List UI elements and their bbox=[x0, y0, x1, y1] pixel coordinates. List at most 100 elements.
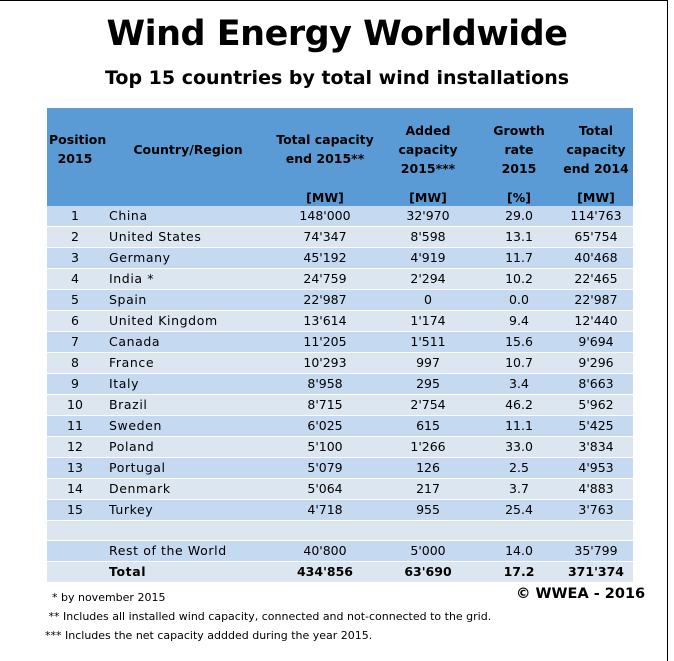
cell-position: 8 bbox=[47, 352, 103, 374]
header-position: Position 2015 bbox=[47, 108, 107, 190]
cell-capacity-2014: 371'374 bbox=[559, 561, 633, 583]
cell-country: United States bbox=[103, 226, 273, 248]
cell-capacity-2014: 22'465 bbox=[559, 268, 633, 290]
table-row: 13 Portugal 5'079 126 2.5 4'953 bbox=[47, 457, 633, 479]
cell-capacity-2014: 40'468 bbox=[559, 247, 633, 269]
cell-capacity-2015: 8'715 bbox=[273, 394, 377, 416]
cell-position: 4 bbox=[47, 268, 103, 290]
cell-country: China bbox=[103, 206, 273, 227]
header-country: Country/Region bbox=[103, 108, 273, 190]
cell-capacity-2014: 4'883 bbox=[559, 478, 633, 500]
cell-growth-rate: 46.2 bbox=[479, 394, 559, 416]
cell-country: Rest of the World bbox=[103, 540, 273, 562]
footnote: ** Includes all installed wind capacity,… bbox=[45, 610, 492, 623]
table-row: 11 Sweden 6'025 615 11.1 5'425 bbox=[47, 415, 633, 437]
cell-position bbox=[47, 561, 103, 583]
cell-position: 3 bbox=[47, 247, 103, 269]
page-title: Wind Energy Worldwide bbox=[106, 14, 568, 54]
unit-country bbox=[103, 190, 273, 206]
table-row: 6 United Kingdom 13'614 1'174 9.4 12'440 bbox=[47, 310, 633, 332]
cell-added-2015: 1'511 bbox=[377, 331, 479, 353]
cell-country: Sweden bbox=[103, 415, 273, 437]
cell-country: Brazil bbox=[103, 394, 273, 416]
footnote: *** Includes the net capacity addded dur… bbox=[45, 629, 373, 642]
cell-capacity-2015: 11'205 bbox=[273, 331, 377, 353]
cell-capacity-2014: 22'987 bbox=[559, 289, 633, 311]
cell-added-2015: 0 bbox=[377, 289, 479, 311]
table-row: 3 Germany 45'192 4'919 11.7 40'468 bbox=[47, 247, 633, 269]
cell-growth-rate bbox=[479, 520, 559, 541]
table-body: 1 China 148'000 32'970 29.0 114'763 2 United St… bbox=[47, 206, 633, 583]
cell-capacity-2015: 4'718 bbox=[273, 499, 377, 521]
header-text: 2015*** bbox=[400, 160, 456, 176]
footnote: * by november 2015 bbox=[45, 591, 166, 604]
cell-capacity-2014: 114'763 bbox=[559, 206, 633, 227]
cell-growth-rate: 13.1 bbox=[479, 226, 559, 248]
cell-position: 1 bbox=[47, 206, 103, 227]
cell-position: 9 bbox=[47, 373, 103, 395]
cell-country: Germany bbox=[103, 247, 273, 269]
cell-added-2015: 2'294 bbox=[377, 268, 479, 290]
cell-growth-rate: 10.2 bbox=[479, 268, 559, 290]
cell-country: Turkey bbox=[103, 499, 273, 521]
cell-capacity-2015: 8'958 bbox=[273, 373, 377, 395]
cell-capacity-2015: 434'856 bbox=[273, 561, 377, 583]
cell-capacity-2014 bbox=[559, 520, 633, 541]
cell-position: 15 bbox=[47, 499, 103, 521]
header-text: Position bbox=[49, 132, 107, 147]
header-added-2015: Added capacity 2015*** bbox=[377, 108, 479, 190]
cell-country: United Kingdom bbox=[103, 310, 273, 332]
table-row: 5 Spain 22'987 0 0.0 22'987 bbox=[47, 289, 633, 311]
cell-capacity-2015: 22'987 bbox=[273, 289, 377, 311]
cell-capacity-2015: 148'000 bbox=[273, 206, 377, 227]
cell-country: Italy bbox=[103, 373, 273, 395]
header-capacity-2014: Total capacity end 2014 bbox=[559, 108, 633, 190]
cell-added-2015: 32'970 bbox=[377, 206, 479, 227]
cell-growth-rate: 9.4 bbox=[479, 310, 559, 332]
table-row: 12 Poland 5'100 1'266 33.0 3'834 bbox=[47, 436, 633, 458]
cell-capacity-2015: 13'614 bbox=[273, 310, 377, 332]
page-subtitle: Top 15 countries by total wind installat… bbox=[104, 67, 570, 89]
header-text: Country/Region bbox=[133, 141, 243, 157]
cell-added-2015: 8'598 bbox=[377, 226, 479, 248]
cell-position: 11 bbox=[47, 415, 103, 437]
spacer-row bbox=[47, 520, 633, 541]
cell-growth-rate: 25.4 bbox=[479, 499, 559, 521]
cell-capacity-2014: 8'663 bbox=[559, 373, 633, 395]
wind-installations-table: Position 2015 Country/Region Total capacity… bbox=[47, 108, 633, 583]
cell-growth-rate: 33.0 bbox=[479, 436, 559, 458]
cell-growth-rate: 0.0 bbox=[479, 289, 559, 311]
unit-capacity-2015: [MW] bbox=[273, 190, 377, 206]
cell-growth-rate: 14.0 bbox=[479, 540, 559, 562]
unit-growth-rate: [%] bbox=[479, 190, 559, 206]
cell-position: 10 bbox=[47, 394, 103, 416]
header-text: Added capacity bbox=[398, 122, 458, 157]
cell-country: France bbox=[103, 352, 273, 374]
frame-top-line bbox=[0, 0, 668, 1]
cell-country: India * bbox=[103, 268, 273, 290]
cell-added-2015: 1'266 bbox=[377, 436, 479, 458]
cell-capacity-2015: 6'025 bbox=[273, 415, 377, 437]
header-text: Total capacity bbox=[276, 132, 374, 147]
table-row: 9 Italy 8'958 295 3.4 8'663 bbox=[47, 373, 633, 395]
cell-capacity-2015: 10'293 bbox=[273, 352, 377, 374]
cell-capacity-2015: 5'064 bbox=[273, 478, 377, 500]
cell-growth-rate: 15.6 bbox=[479, 331, 559, 353]
cell-country: Total bbox=[103, 561, 273, 583]
header-text: end 2014 bbox=[563, 160, 629, 176]
cell-position: 12 bbox=[47, 436, 103, 458]
table-header-row: Position 2015 Country/Region Total capacity… bbox=[47, 108, 633, 190]
cell-added-2015: 2'754 bbox=[377, 394, 479, 416]
header-text: 2015 bbox=[57, 151, 93, 166]
cell-added-2015: 4'919 bbox=[377, 247, 479, 269]
table-row: 1 China 148'000 32'970 29.0 114'763 bbox=[47, 206, 633, 227]
header-text: Total bbox=[578, 122, 614, 138]
cell-capacity-2015: 5'079 bbox=[273, 457, 377, 479]
cell-added-2015: 997 bbox=[377, 352, 479, 374]
cell-position: 5 bbox=[47, 289, 103, 311]
cell-position: 14 bbox=[47, 478, 103, 500]
cell-country bbox=[103, 520, 273, 541]
table-row: 4 India * 24'759 2'294 10.2 22'465 bbox=[47, 268, 633, 290]
header-capacity-2015: Total capacity end 2015** bbox=[273, 108, 377, 190]
rest-of-world-row: Rest of the World 40'800 5'000 14.0 35'799 bbox=[47, 540, 633, 562]
